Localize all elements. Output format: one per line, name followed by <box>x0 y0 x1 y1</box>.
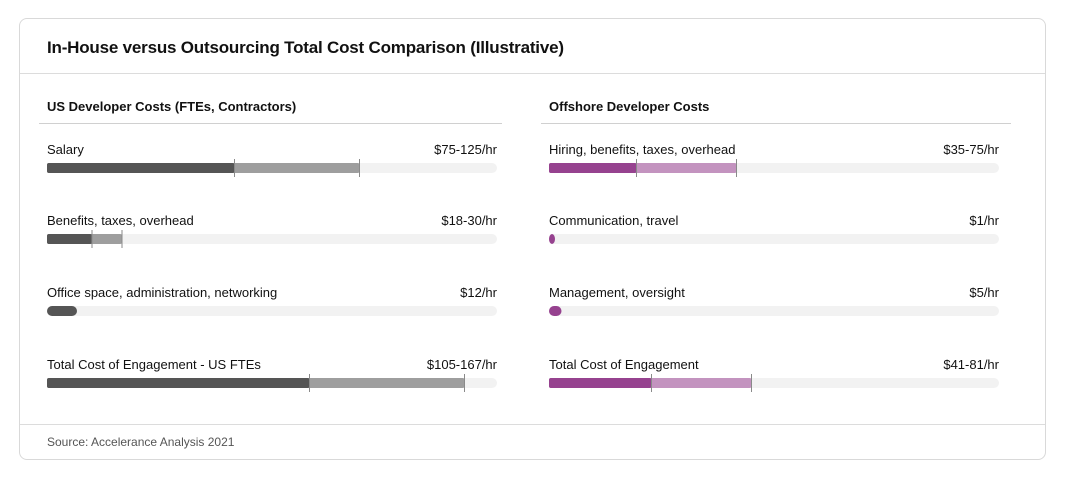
bar-track-svg <box>47 230 497 248</box>
bar-track-svg <box>47 374 497 392</box>
bar-label: Total Cost of Engagement <box>549 357 699 372</box>
panel-divider <box>541 123 1011 124</box>
bar-track-svg <box>549 234 999 244</box>
bar-row: Communication, travel $1/hr <box>549 213 999 247</box>
bar-label: Office space, administration, networking <box>47 285 278 300</box>
bar-value-label: $12/hr <box>460 285 497 300</box>
panel-divider <box>39 123 502 124</box>
bar-low-value <box>47 378 310 388</box>
bar-low-value <box>47 306 77 316</box>
bar-value-label: $41-81/hr <box>943 357 999 372</box>
title-divider <box>20 73 1045 74</box>
bar-label: Hiring, benefits, taxes, overhead <box>549 142 736 157</box>
bar-track-svg <box>549 306 999 316</box>
bar-value-label: $1/hr <box>969 213 999 228</box>
bar-low-value <box>47 234 92 244</box>
bar-label: Total Cost of Engagement - US FTEs <box>47 357 261 372</box>
bar-value-label: $35-75/hr <box>943 142 999 157</box>
bar-track-svg <box>47 306 497 316</box>
bar-value-label: $105-167/hr <box>426 357 497 372</box>
footer-divider <box>20 424 1045 425</box>
bar-value-label: $5/hr <box>969 285 999 300</box>
bar-label: Benefits, taxes, overhead <box>47 213 194 228</box>
bar-row: Hiring, benefits, taxes, overhead $35-75/… <box>549 142 999 177</box>
bar-track <box>549 306 999 316</box>
chart-card: In-House versus Outsourcing Total Cost C… <box>19 18 1046 460</box>
bar-row: Salary $75-125/hr <box>47 142 497 177</box>
bar-track-svg <box>549 374 999 392</box>
bar-label: Management, oversight <box>549 285 685 300</box>
bar-low-value <box>549 234 555 244</box>
bar-label: Communication, travel <box>549 213 679 228</box>
bar-value-label: $75-125/hr <box>434 142 497 157</box>
panel-title: US Developer Costs (FTEs, Contractors) <box>47 99 297 114</box>
bar-row: Total Cost of Engagement $41-81/hr <box>549 357 999 392</box>
bar-low-value <box>549 378 652 388</box>
bar-value-label: $18-30/hr <box>441 213 497 228</box>
bar-track <box>47 234 497 244</box>
bar-row: Management, oversight $5/hr <box>549 285 999 319</box>
bar-row: Benefits, taxes, overhead $18-30/hr <box>47 213 497 248</box>
bar-low-value <box>47 163 235 173</box>
bar-label: Salary <box>47 142 84 157</box>
chart-title: In-House versus Outsourcing Total Cost C… <box>47 38 564 57</box>
offshore-costs-panel: Offshore Developer Costs Hiring, benefit… <box>541 91 1011 421</box>
bar-track-svg <box>549 159 999 177</box>
panel-title: Offshore Developer Costs <box>549 99 710 114</box>
bar-track <box>47 306 497 316</box>
bar-row: Office space, administration, networking… <box>47 285 497 319</box>
bar-track <box>549 234 999 244</box>
bar-low-value <box>549 306 562 316</box>
bar-low-value <box>549 163 637 173</box>
bar-track-svg <box>47 159 497 177</box>
bar-row: Total Cost of Engagement - US FTEs $105-1… <box>47 357 497 392</box>
source-note: Source: Accelerance Analysis 2021 <box>47 435 235 449</box>
us-costs-panel: US Developer Costs (FTEs, Contractors) S… <box>39 91 502 421</box>
